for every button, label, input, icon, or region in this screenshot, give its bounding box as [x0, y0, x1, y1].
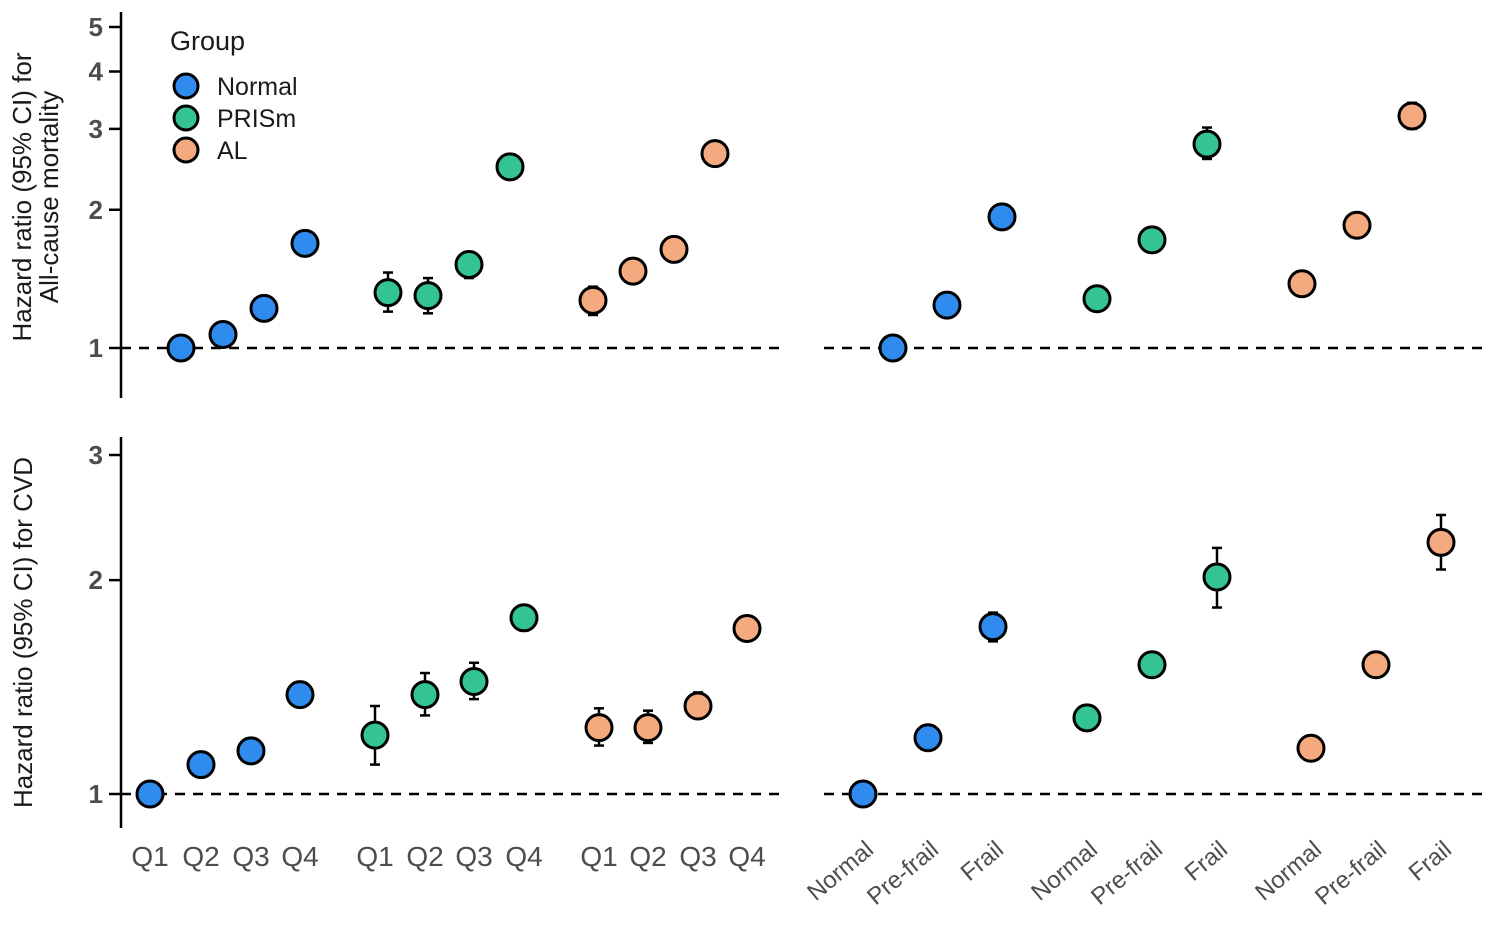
data-point-prism [410, 680, 440, 710]
data-point-al [618, 256, 648, 286]
x-tick-label: Q4 [505, 841, 542, 872]
data-point-normal [848, 779, 878, 809]
data-point-al [1397, 101, 1427, 131]
legend-title: Group [170, 26, 245, 56]
data-point-prism [1202, 562, 1232, 592]
x-tick-label: Q1 [580, 841, 617, 872]
x-tick-label: Q1 [356, 841, 393, 872]
y-tick-label: 1 [89, 779, 103, 809]
x-tick-label: Pre-frail [1086, 836, 1168, 911]
data-point-al [1287, 269, 1317, 299]
data-point-prism [459, 666, 489, 696]
y-tick-label: 4 [89, 57, 104, 87]
data-point-al [1342, 210, 1372, 240]
x-tick-label: Q2 [406, 841, 443, 872]
data-point-al [700, 139, 730, 169]
data-point-prism [1082, 284, 1112, 314]
x-tick-label: Q2 [629, 841, 666, 872]
legend-label: Normal [217, 73, 298, 101]
y-axis-label: All-cause mortality [34, 91, 64, 303]
data-point-normal [186, 750, 216, 780]
y-axis-label: Hazard ratio (95% CI) for [7, 52, 37, 341]
data-point-prism [1192, 129, 1222, 159]
data-point-normal [135, 779, 165, 809]
x-tick-label: Frail [1404, 836, 1457, 887]
data-point-prism [360, 720, 390, 750]
cvd-chart: 1 2 3 Hazard ratio (95% CI) for CVD [8, 437, 1482, 828]
y-tick-label: 3 [89, 440, 103, 470]
data-point-prism [1137, 225, 1167, 255]
legend: Group Normal PRISm AL [170, 26, 298, 165]
x-tick-label: Frail [1180, 836, 1233, 887]
x-tick-label: Pre-frail [1310, 836, 1392, 911]
data-point-al [683, 691, 713, 721]
data-point-normal [285, 680, 315, 710]
data-point-prism [413, 281, 443, 311]
data-point-al [633, 713, 663, 743]
data-point-al [1296, 733, 1326, 763]
data-point-al [1426, 527, 1456, 557]
data-point-normal [208, 320, 238, 350]
data-point-prism [454, 249, 484, 279]
all-cause-mortality-chart: 1 2 3 4 5 Hazard ratio (95% CI) forAll-cause … [7, 12, 1482, 398]
legend-label: AL [217, 137, 248, 165]
data-point-al [732, 613, 762, 643]
legend-swatch-normal [172, 72, 200, 100]
data-point-normal [236, 736, 266, 766]
x-tick-label: Q2 [182, 841, 219, 872]
x-tick-label: Q3 [679, 841, 716, 872]
data-point-al [659, 234, 689, 264]
y-tick-label: 5 [89, 12, 103, 42]
legend-label: PRISm [217, 105, 296, 133]
y-tick-label: 3 [89, 114, 103, 144]
data-point-al [584, 713, 614, 743]
data-point-prism [1137, 650, 1167, 680]
x-tick-label: Q1 [131, 841, 168, 872]
legend-swatch-prism [172, 104, 200, 132]
data-point-normal [932, 290, 962, 320]
y-tick-label: 1 [89, 333, 103, 363]
data-point-normal [249, 293, 279, 323]
x-tick-label: Q3 [232, 841, 269, 872]
y-tick-label: 2 [89, 565, 103, 595]
y-tick-label: 2 [89, 195, 103, 225]
x-tick-label: Pre-frail [862, 836, 944, 911]
data-point-normal [290, 228, 320, 258]
data-point-normal [978, 612, 1008, 642]
data-point-prism [373, 278, 403, 308]
x-tick-label: Q4 [728, 841, 765, 872]
x-tick-label: Q4 [281, 841, 318, 872]
y-axis-label: Hazard ratio (95% CI) for CVD [8, 457, 38, 808]
x-tick-label: Frail [956, 836, 1009, 887]
data-point-normal [878, 333, 908, 363]
data-point-prism [1072, 703, 1102, 733]
data-point-al [1361, 650, 1391, 680]
data-point-normal [987, 202, 1017, 232]
legend-swatch-al [172, 136, 200, 164]
data-point-prism [509, 603, 539, 633]
data-point-normal [166, 333, 196, 363]
data-point-normal [913, 723, 943, 753]
data-point-prism [495, 152, 525, 182]
x-tick-label: Q3 [455, 841, 492, 872]
data-point-al [578, 285, 608, 315]
